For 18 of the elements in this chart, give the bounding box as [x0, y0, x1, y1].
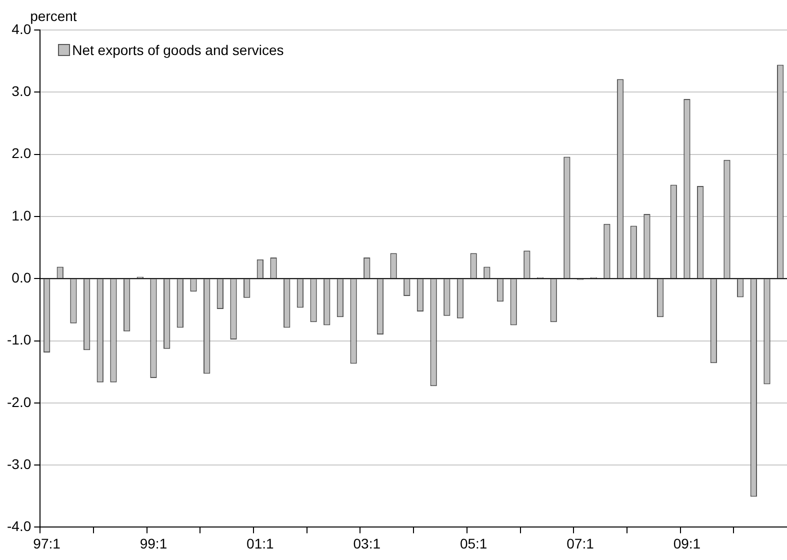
y-tick-label: -4.0 [7, 518, 32, 534]
y-tick-label: 1.0 [12, 207, 32, 224]
x-tick-label: 05:1 [460, 535, 488, 552]
y-tick-label: -1.0 [7, 332, 32, 348]
y-tick-label: 3.0 [12, 83, 32, 100]
x-tick-label: 97:1 [33, 535, 61, 552]
x-tick-label: 09:1 [673, 535, 701, 552]
x-tick-label: 07:1 [566, 535, 594, 552]
y-tick-label: 0.0 [12, 269, 32, 286]
x-tick-label: 99:1 [140, 535, 168, 552]
y-tick-label: 4.0 [12, 20, 32, 37]
y-axis-title: percent [30, 8, 77, 24]
y-tick-label: -3.0 [7, 456, 32, 472]
x-tick-label: 03:1 [353, 535, 381, 552]
x-tick-label: 01:1 [246, 535, 274, 552]
y-tick-label: -2.0 [7, 394, 32, 410]
legend-label: Net exports of goods and services [72, 42, 284, 58]
y-tick-label: 2.0 [12, 145, 32, 162]
